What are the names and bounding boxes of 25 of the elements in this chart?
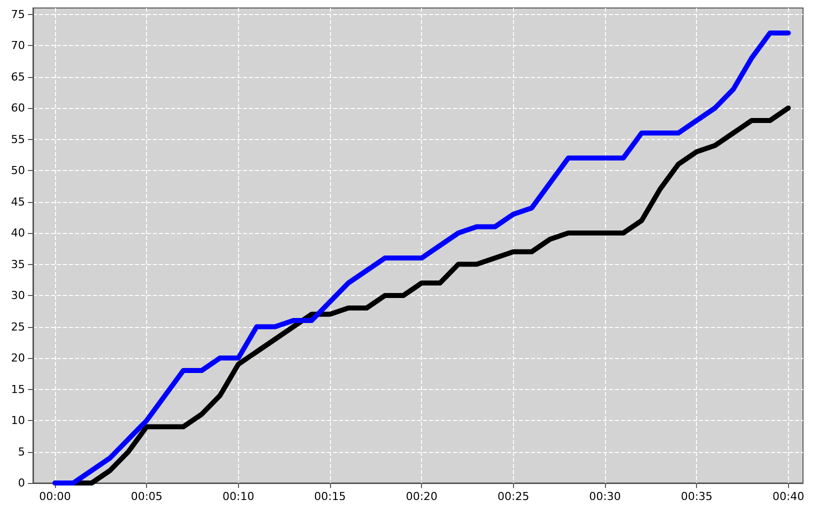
x-tick-label: 00:35 [680, 490, 713, 503]
y-tick-label: 60 [11, 102, 25, 114]
y-tick-label: 5 [18, 445, 25, 458]
y-tick-label: 55 [11, 132, 25, 146]
y-tick-label: 70 [11, 39, 25, 52]
x-tick-label: 00:10 [222, 490, 254, 503]
y-tick-label: 0 [18, 476, 25, 490]
y-tick-label: 65 [11, 70, 25, 84]
y-tick-label: 50 [11, 164, 25, 177]
y-tick-label: 25 [11, 320, 25, 334]
x-tick-label: 00:00 [39, 490, 71, 503]
x-tick-label: 00:20 [406, 490, 438, 503]
x-tick-label: 00:30 [589, 490, 621, 503]
y-tick-label: 45 [11, 195, 25, 208]
y-tick-label: 40 [11, 226, 25, 240]
y-tick-label: 30 [11, 289, 25, 302]
y-tick-label: 75 [11, 8, 25, 21]
x-tick-label: 00:05 [130, 490, 163, 503]
x-tick-label: 00:15 [314, 490, 346, 503]
x-tick-label: 00:25 [497, 490, 530, 503]
y-tick-label: 20 [11, 352, 25, 364]
x-tick-label: 00:40 [772, 490, 804, 503]
y-tick-label: 15 [11, 382, 25, 396]
y-tick-label: 35 [11, 258, 25, 271]
y-tick-label: 10 [11, 414, 25, 427]
